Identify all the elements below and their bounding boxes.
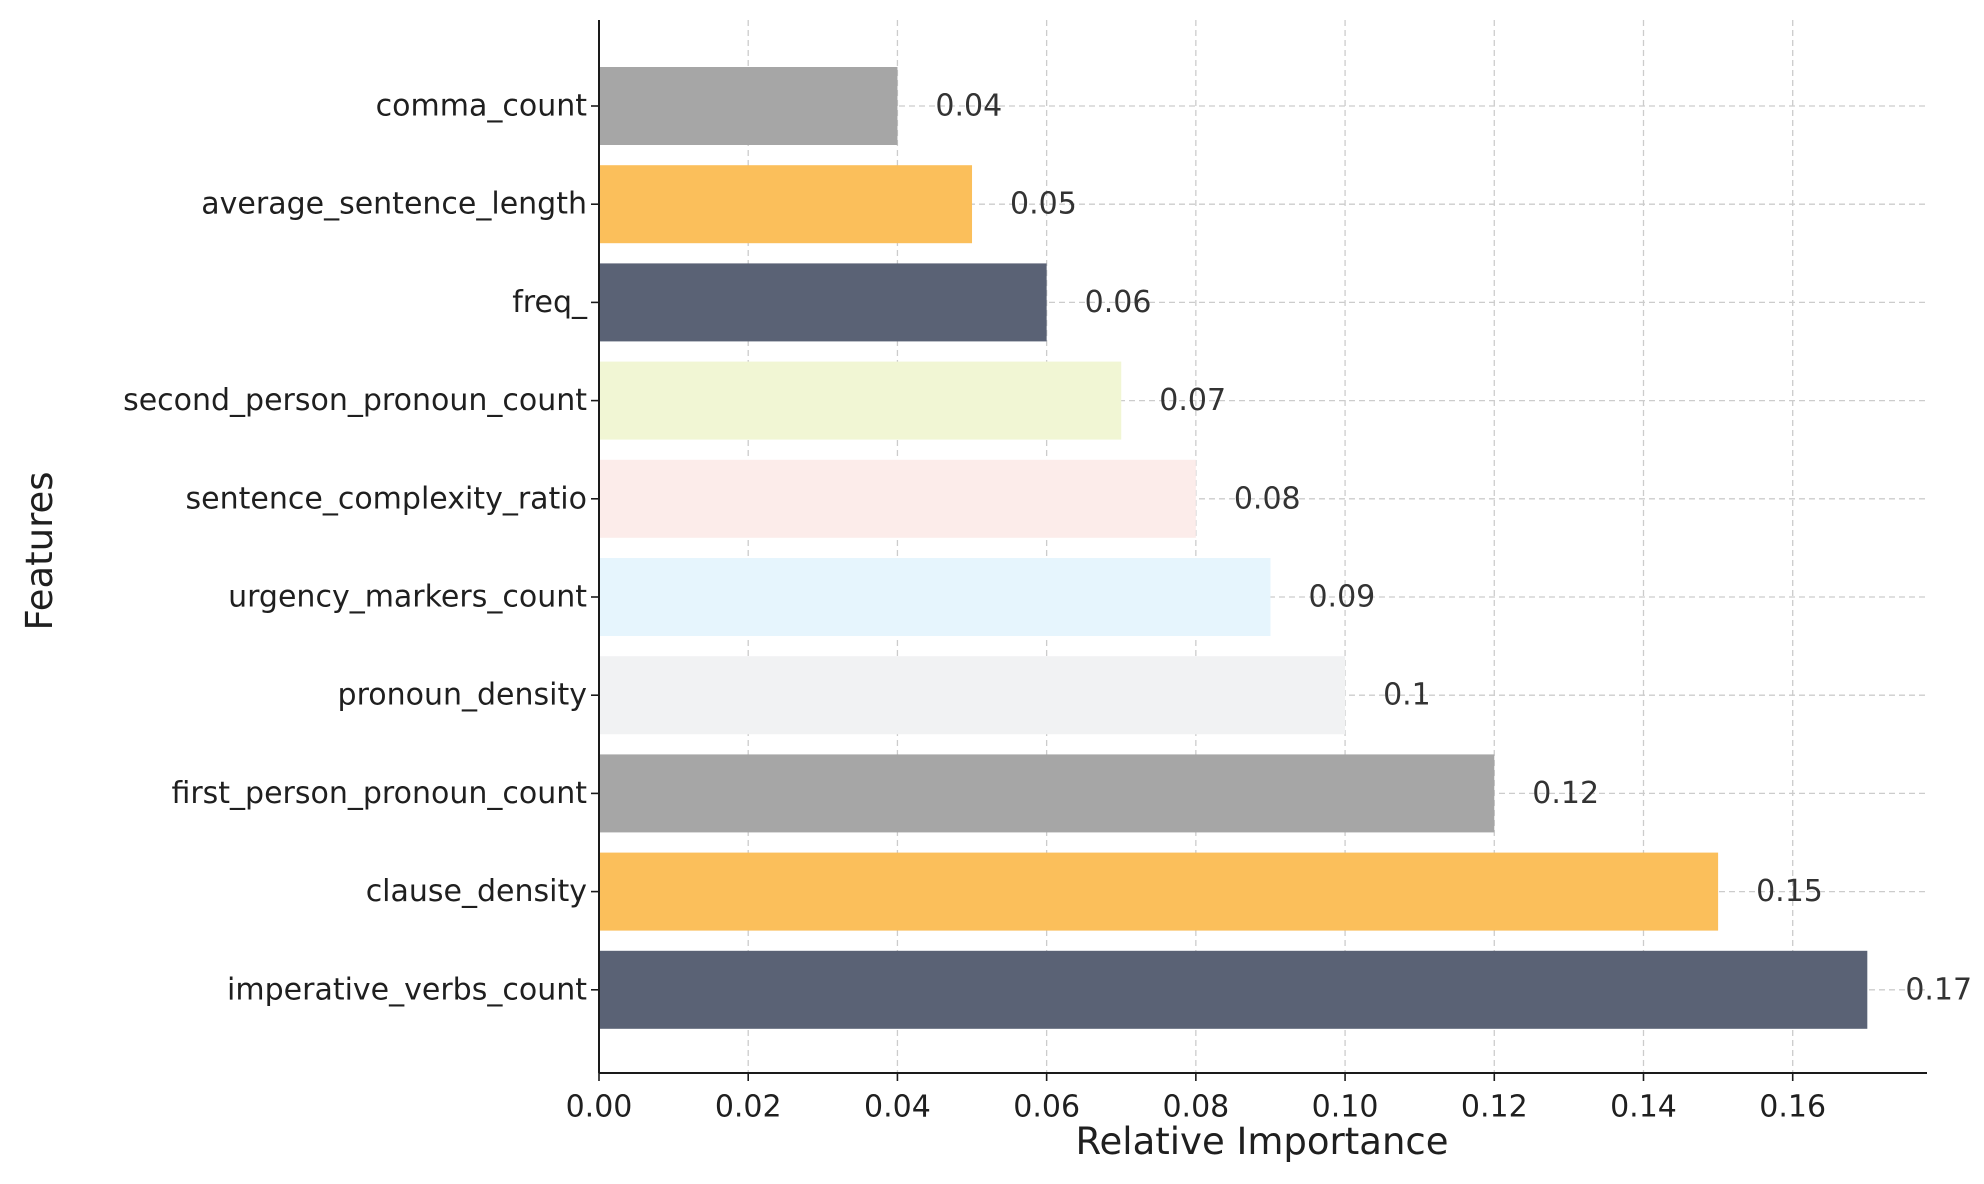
bar-clause-density — [599, 852, 1719, 931]
category-label: second_person_pronoun_count — [123, 383, 587, 418]
value-label: 0.06 — [1085, 285, 1152, 320]
bar-second-person-pronoun-count — [599, 361, 1122, 440]
x-axis-title: Relative Importance — [1076, 1120, 1449, 1163]
category-label: imperative_verbs_count — [227, 972, 587, 1007]
bar-urgency-markers-count — [599, 558, 1271, 636]
label-layer: comma_count 0.04 average_sentence_length 0.… — [123, 89, 1972, 1125]
value-label: 0.09 — [1308, 580, 1375, 615]
x-tick-label: 0.00 — [566, 1090, 633, 1125]
bar-freq- — [599, 263, 1047, 342]
value-label: 0.05 — [1010, 187, 1077, 222]
category-label: pronoun_density — [338, 678, 587, 713]
x-tick-label: 0.04 — [864, 1090, 931, 1125]
category-label: clause_density — [366, 874, 587, 909]
x-tick-label: 0.16 — [1759, 1090, 1826, 1125]
tick-layer — [591, 105, 1794, 1081]
x-tick-label: 0.14 — [1610, 1090, 1677, 1125]
category-label: urgency_markers_count — [228, 580, 587, 615]
y-axis-title: Features — [18, 471, 61, 630]
value-label: 0.04 — [935, 89, 1002, 124]
category-label: average_sentence_length — [201, 187, 587, 222]
x-tick-label: 0.06 — [1013, 1090, 1080, 1125]
value-label: 0.17 — [1905, 972, 1972, 1007]
x-tick-label: 0.08 — [1162, 1090, 1229, 1125]
x-tick-label: 0.02 — [715, 1090, 782, 1125]
value-label: 0.12 — [1532, 776, 1599, 811]
value-label: 0.07 — [1159, 383, 1226, 418]
bar-imperative-verbs-count — [599, 950, 1868, 1029]
value-label: 0.08 — [1234, 481, 1301, 516]
category-label: first_person_pronoun_count — [171, 776, 587, 811]
bar-comma-count — [599, 67, 898, 145]
x-tick-label: 0.10 — [1312, 1090, 1379, 1125]
category-label: freq_ — [512, 285, 588, 320]
bar-pronoun-density — [599, 656, 1346, 735]
bar-layer — [599, 67, 1868, 1029]
value-label: 0.1 — [1383, 678, 1431, 713]
category-label: comma_count — [376, 89, 588, 124]
bar-average-sentence-length — [599, 165, 973, 244]
axis-layer — [598, 20, 1927, 1074]
bar-first-person-pronoun-count — [599, 754, 1495, 833]
bar-sentence-complexity-ratio — [599, 459, 1196, 538]
x-tick-label: 0.12 — [1461, 1090, 1528, 1125]
category-label: sentence_complexity_ratio — [186, 481, 587, 516]
value-label: 0.15 — [1756, 874, 1823, 909]
